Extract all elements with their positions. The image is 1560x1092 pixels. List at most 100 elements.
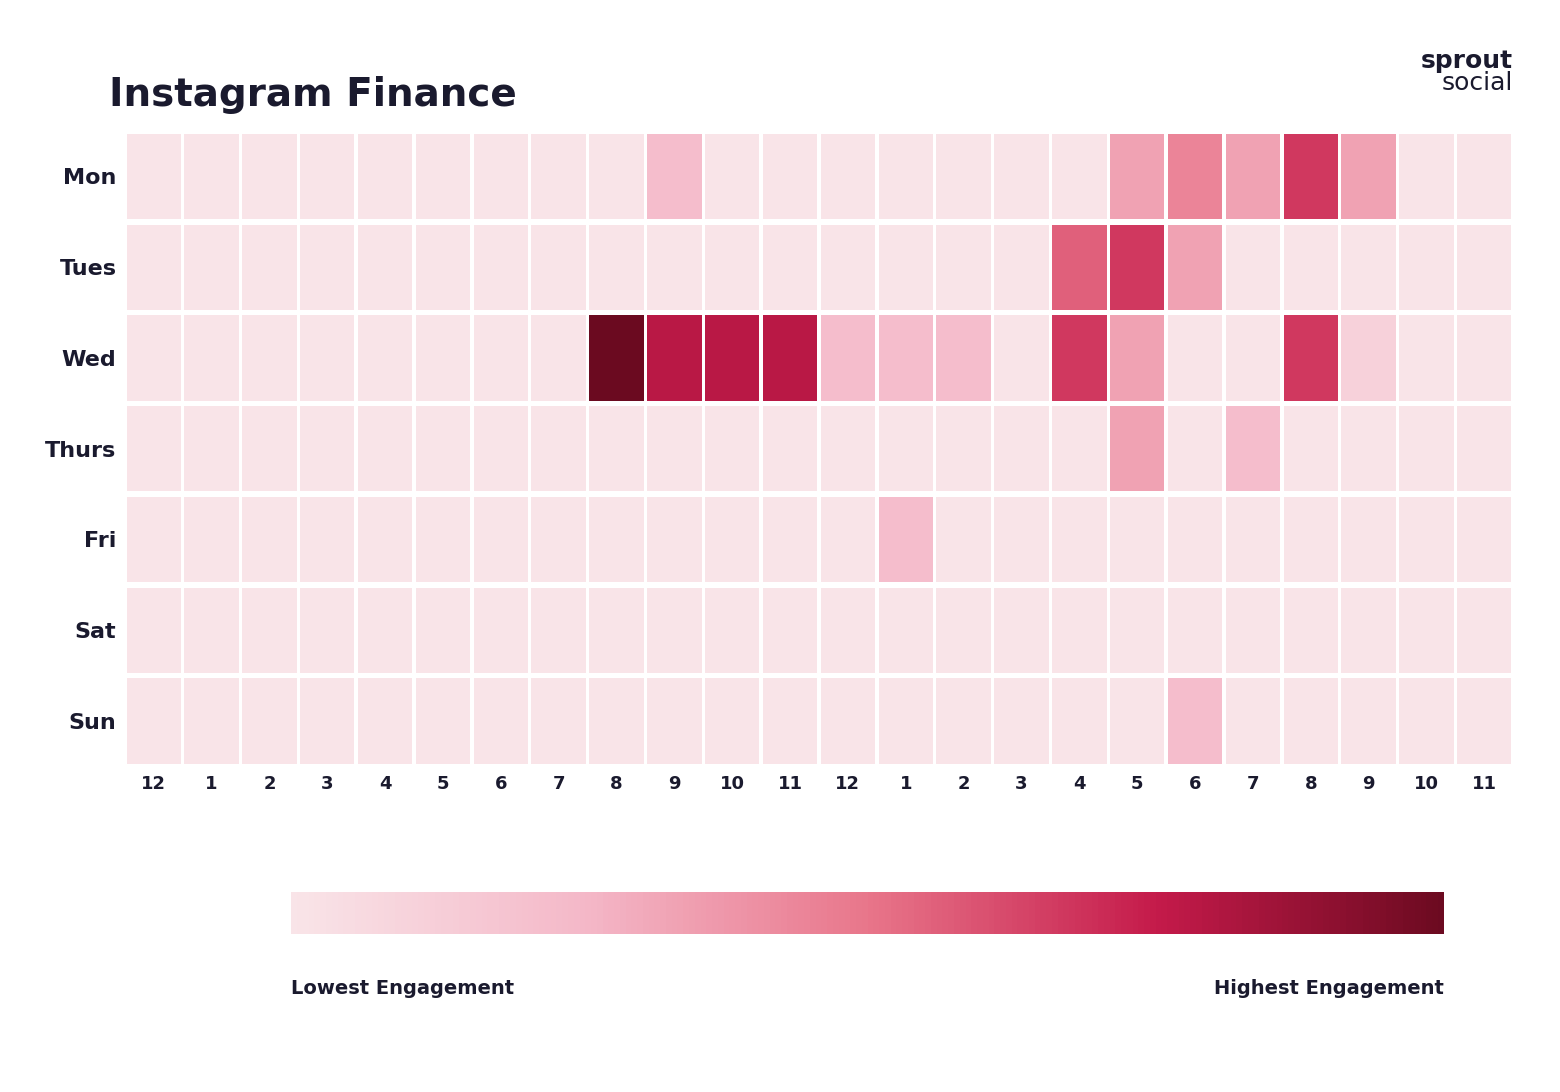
Bar [303,892,309,934]
Bar [908,892,914,934]
Bar [805,892,810,934]
Bar [309,892,315,934]
FancyBboxPatch shape [994,316,1048,401]
Bar [782,892,786,934]
Bar [1023,892,1030,934]
Bar [677,892,683,934]
FancyBboxPatch shape [532,406,587,491]
FancyBboxPatch shape [1111,406,1164,491]
Bar [1011,892,1017,934]
FancyBboxPatch shape [357,497,412,582]
FancyBboxPatch shape [417,225,470,310]
FancyBboxPatch shape [878,587,933,673]
Bar [390,892,395,934]
Bar [891,892,897,934]
Bar [1276,892,1282,934]
FancyBboxPatch shape [1111,497,1164,582]
Bar [764,892,769,934]
Bar [540,892,544,934]
FancyBboxPatch shape [1342,133,1396,219]
FancyBboxPatch shape [994,497,1048,582]
Bar [775,892,782,934]
Bar [711,892,718,934]
FancyBboxPatch shape [994,225,1048,310]
Bar [786,892,792,934]
Bar [1265,892,1271,934]
Bar [1139,892,1143,934]
FancyBboxPatch shape [1284,678,1338,763]
FancyBboxPatch shape [474,316,527,401]
Bar [707,892,711,934]
Bar [1190,892,1197,934]
Bar [1231,892,1237,934]
Bar [690,892,694,934]
Bar [1271,892,1276,934]
Bar [373,892,378,934]
Bar [1092,892,1098,934]
Bar [378,892,384,934]
Bar [989,892,994,934]
Bar [1415,892,1421,934]
Bar [1197,892,1201,934]
FancyBboxPatch shape [1457,587,1512,673]
Bar [636,892,643,934]
Bar [1156,892,1162,934]
Bar [1184,892,1190,934]
FancyBboxPatch shape [532,225,587,310]
FancyBboxPatch shape [1051,497,1106,582]
FancyBboxPatch shape [590,497,644,582]
Bar [1104,892,1109,934]
FancyBboxPatch shape [357,406,412,491]
Bar [470,892,476,934]
Bar [874,892,880,934]
FancyBboxPatch shape [878,133,933,219]
FancyBboxPatch shape [821,678,875,763]
FancyBboxPatch shape [242,316,296,401]
FancyBboxPatch shape [878,678,933,763]
Bar [591,892,597,934]
Bar [1047,892,1051,934]
FancyBboxPatch shape [1284,225,1338,310]
FancyBboxPatch shape [1226,497,1281,582]
Bar [1179,892,1184,934]
Bar [320,892,326,934]
Bar [441,892,448,934]
Bar [1225,892,1231,934]
Bar [527,892,534,934]
Bar [1034,892,1041,934]
Text: AM: AM [454,925,490,946]
FancyBboxPatch shape [357,316,412,401]
FancyBboxPatch shape [763,316,817,401]
FancyBboxPatch shape [763,587,817,673]
FancyBboxPatch shape [936,406,991,491]
FancyBboxPatch shape [936,133,991,219]
FancyBboxPatch shape [647,316,702,401]
FancyBboxPatch shape [1168,133,1221,219]
Bar [523,892,527,934]
FancyBboxPatch shape [126,678,181,763]
Bar [1248,892,1254,934]
FancyBboxPatch shape [590,225,644,310]
FancyBboxPatch shape [936,497,991,582]
FancyBboxPatch shape [878,497,933,582]
FancyBboxPatch shape [1284,316,1338,401]
Bar [608,892,615,934]
Bar [395,892,401,934]
Bar [1404,892,1409,934]
Bar [1392,892,1398,934]
Bar [1334,892,1340,934]
Bar [977,892,983,934]
FancyBboxPatch shape [647,587,702,673]
Bar [902,892,908,934]
FancyBboxPatch shape [1226,316,1281,401]
FancyBboxPatch shape [417,133,470,219]
Text: PM: PM [1148,925,1184,946]
Bar [315,892,320,934]
Bar [516,892,523,934]
Text: Lowest Engagement: Lowest Engagement [292,978,515,998]
FancyBboxPatch shape [1457,133,1512,219]
FancyBboxPatch shape [242,406,296,491]
FancyBboxPatch shape [474,587,527,673]
FancyBboxPatch shape [417,497,470,582]
Bar [1254,892,1259,934]
